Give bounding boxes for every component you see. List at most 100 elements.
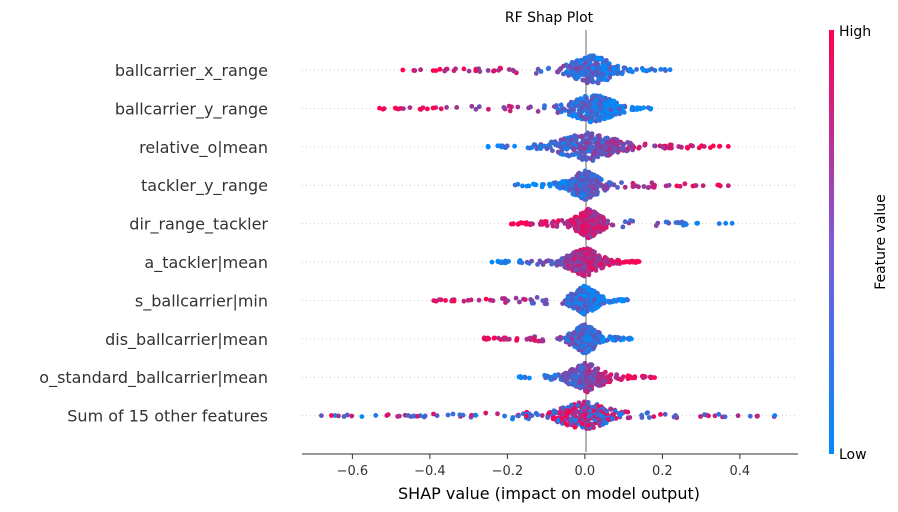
shap-dot [590,53,596,59]
colorbar-axis-label: Feature value [873,194,889,290]
shap-dot [512,182,518,188]
shap-dot [679,144,684,150]
shap-dot [443,298,448,303]
shap-dot [627,66,633,72]
shap-dot [583,251,589,257]
shap-dot [575,403,581,408]
shap-dot [418,67,423,73]
shap-dot [582,302,588,308]
shap-dot [660,144,666,150]
shap-dot [619,146,625,152]
shap-dot [651,184,657,190]
shap-dot [583,284,588,290]
shap-dot [573,417,579,423]
shap-dot [598,261,604,267]
shap-dot [610,412,615,417]
shap-dot [597,229,603,235]
shap-dot [527,145,533,151]
shap-dot [593,97,599,103]
shap-dot [558,102,564,108]
shap-dot [495,411,500,417]
shap-dot [772,413,778,418]
shap-dot [608,406,613,412]
shap-dot [589,131,595,137]
shap-dot [571,256,576,262]
shap-dot [663,183,669,189]
shap-dot [332,413,338,418]
shap-dot [540,338,546,344]
shap-dot [595,55,600,61]
shap-dot [567,109,573,115]
shap-dot [469,412,474,418]
shap-dot [571,147,577,153]
shap-dot [594,212,600,218]
shap-dot [569,102,575,108]
x-tick-label: −0.2 [492,464,524,479]
shap-dot [629,104,635,110]
shap-dot [490,298,496,304]
shap-dot [570,65,576,71]
shap-dot [596,133,602,139]
shap-dot [585,70,591,76]
shap-dot [685,145,690,151]
shap-dot [461,298,467,304]
shap-dot [616,335,622,341]
shap-dot [587,374,593,380]
shap-dot [720,414,725,420]
shap-dot [663,68,668,73]
shap-dot [457,412,463,418]
shap-dot [622,184,628,190]
shap-dot [569,402,574,408]
shap-dot [577,60,583,66]
shap-dot [562,145,567,151]
shap-dot [587,194,593,200]
shap-dot [542,103,547,108]
shap-dot [546,258,551,264]
shap-dot [608,180,613,186]
shap-dot [586,148,592,154]
shap-dot [571,262,577,268]
shap-dot [578,108,583,113]
shap-dot [576,340,581,345]
shap-dot [577,333,582,338]
shap-dot [585,400,591,405]
shap-dot [588,211,593,217]
shap-dot [577,384,583,389]
shap-dot [693,183,699,189]
shap-dot [579,157,585,162]
shap-dot [557,411,563,417]
shap-dot [585,297,591,302]
shap-dot [516,413,521,419]
shap-dot [555,110,561,115]
shap-dot [620,224,626,230]
shap-dot [567,69,573,75]
shap-dot [630,184,636,190]
shap-dot [485,335,491,341]
shap-dot [485,143,491,149]
shap-dot [658,412,663,417]
shap-dot [319,413,324,418]
shap-dot [586,287,591,293]
shap-dot [586,261,592,267]
shap-dot [641,184,647,189]
shap-dot [582,182,588,188]
shap-dot [586,423,591,428]
shap-dot [617,70,623,76]
x-tick-label: −0.4 [414,464,446,479]
shap-dot [500,296,505,301]
shap-dot [483,296,489,302]
shap-dot [450,411,456,417]
feature-dots [431,283,630,317]
shap-dot [532,182,537,187]
shap-dot [574,66,580,72]
shap-dot [615,185,620,190]
shap-dot [566,295,571,301]
shap-dot [601,375,606,380]
shap-dot [553,180,558,186]
shap-dot [528,104,533,110]
shap-dot [613,140,619,146]
shap-dot [580,77,586,83]
shap-dot [583,230,588,236]
shap-dot [717,144,722,149]
